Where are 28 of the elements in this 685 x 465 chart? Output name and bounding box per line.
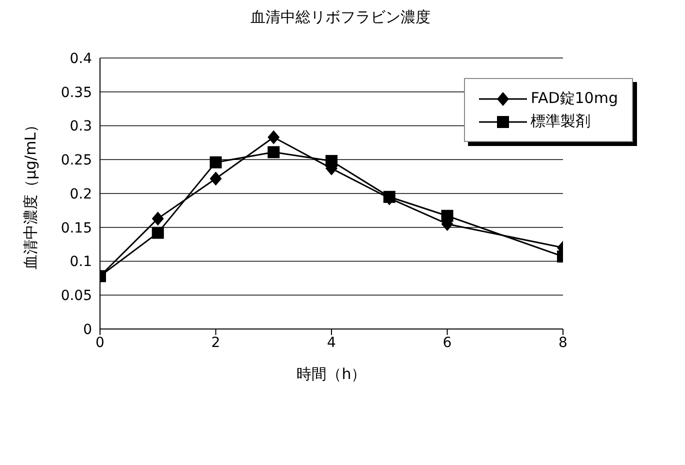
y-tick-label: 0.3: [70, 118, 92, 135]
point: [383, 190, 396, 203]
point: [268, 130, 280, 144]
x-tick-label: 4: [327, 334, 336, 351]
y-tick-label: 0.05: [60, 288, 92, 304]
point: [210, 156, 222, 168]
x-tick-label: 0: [96, 334, 104, 351]
point: [152, 212, 164, 226]
legend-label: FAD錠10mg: [530, 89, 618, 108]
y-tick-label: 0: [83, 322, 92, 338]
x-tick-label: 8: [558, 334, 568, 351]
point: [210, 172, 222, 186]
y-tick-label: 0.4: [70, 50, 92, 67]
x-tick-label: 6: [442, 334, 452, 351]
point: [441, 210, 454, 222]
chart-title: 血清中総リボフラビン濃度: [250, 8, 432, 27]
y-tick-label: 0.25: [60, 152, 92, 169]
x-tick-label: 2: [211, 334, 220, 351]
point: [268, 146, 280, 158]
x-axis-title: 時間（h）: [296, 365, 366, 383]
y-tick-label: 0.2: [70, 186, 92, 202]
point: [152, 226, 164, 239]
y-tick-label: 0.35: [60, 84, 92, 101]
y-axis-title: 血清中濃度（μg/mL）: [21, 117, 40, 270]
legend-label: 標準製剤: [530, 112, 591, 131]
y-tick-label: 0.15: [60, 220, 92, 236]
point: [326, 154, 338, 167]
y-tick-label: 0.1: [70, 254, 92, 270]
